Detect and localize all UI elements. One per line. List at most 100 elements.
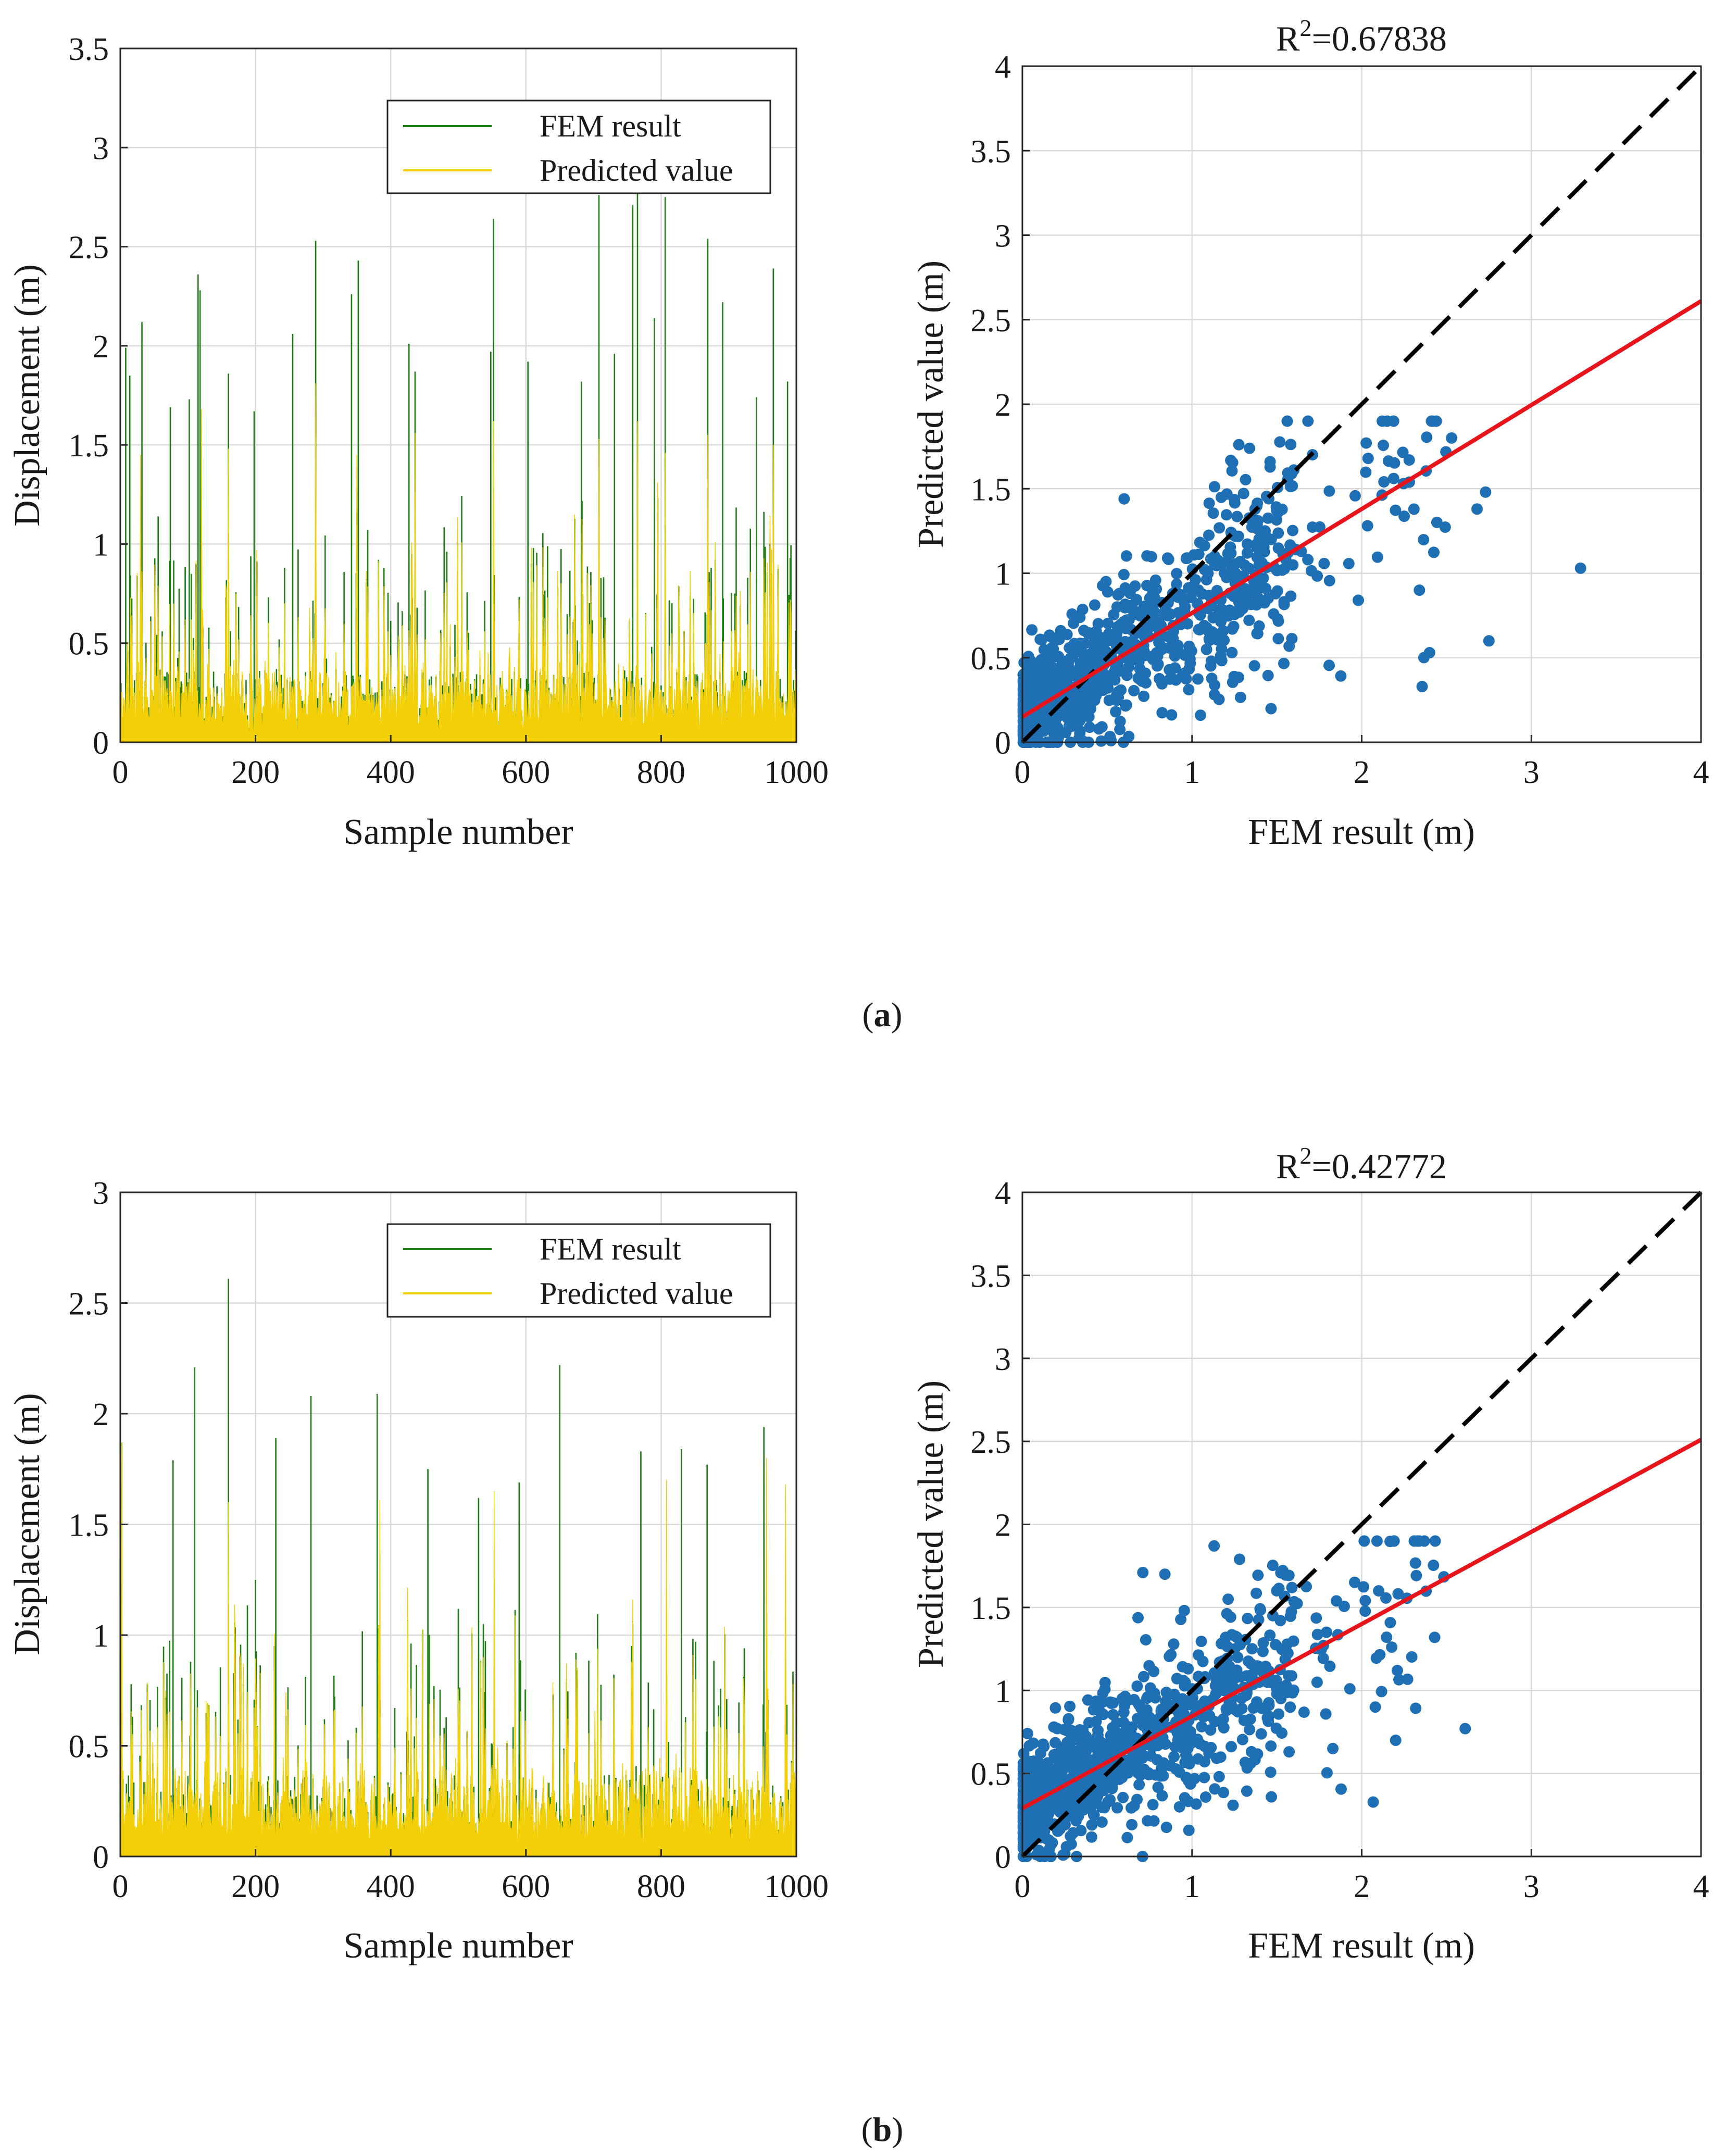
b_scatter-point: [1291, 1598, 1303, 1610]
b_scatter-point: [1232, 1651, 1244, 1663]
b_scatter-point: [1147, 1799, 1159, 1811]
b_scatter-point: [1286, 1687, 1298, 1699]
b_scatter-point: [1068, 1734, 1080, 1746]
b_scatter-point: [1105, 1698, 1117, 1709]
a_series-ytick-label: 0.5: [69, 627, 109, 662]
b_scatter-point: [1195, 1636, 1207, 1648]
a_scatter-point: [1209, 679, 1221, 691]
a-scatter-lines: [1021, 65, 1703, 744]
a_scatter-point: [1264, 456, 1276, 468]
a-series-xlabel: Sample number: [343, 812, 573, 852]
b_scatter-point: [1391, 1665, 1403, 1676]
b_scatter-point: [1148, 1815, 1160, 1827]
b_scatter-point: [1380, 1592, 1392, 1604]
b_scatter-point: [1018, 1775, 1030, 1787]
a_scatter-point: [1073, 700, 1085, 712]
b_scatter-point: [1133, 1779, 1145, 1791]
a_scatter-point: [1228, 608, 1240, 620]
b-series-yticks: 0 0.5 1 1.5 2 2.5 3: [69, 1176, 128, 1875]
a_scatter-point: [1387, 415, 1399, 427]
a_series-ytick-label: 1: [93, 527, 109, 563]
a_scatter-point: [1119, 598, 1131, 610]
a_scatter-point: [1102, 617, 1114, 629]
a_scatter-point: [1105, 669, 1117, 681]
b_scatter-point: [1236, 1734, 1248, 1746]
caption-a: (a): [862, 996, 903, 1034]
a_series-xtick-label: 0: [112, 755, 129, 790]
a_scatter-point: [1421, 431, 1433, 443]
a_scatter-point: [1229, 558, 1241, 570]
a_scatter-point: [1271, 585, 1283, 597]
a_scatter-point: [1120, 550, 1132, 562]
a_scatter-point: [1360, 437, 1372, 449]
b_scatter-point: [1159, 1568, 1171, 1580]
b_scatter-point: [1411, 1535, 1423, 1547]
caption-b-open: (: [861, 2111, 873, 2149]
a_scatter-point: [1259, 525, 1271, 537]
b_scatter-point: [1221, 1607, 1233, 1619]
b_scatter-point: [1335, 1783, 1347, 1795]
a_scatter-point: [1265, 703, 1277, 715]
a_scatter-point: [1154, 673, 1166, 684]
a_scatter-point: [1225, 547, 1237, 559]
a_scatter-point: [1077, 604, 1089, 615]
a_scatter-point: [1156, 707, 1168, 719]
b-series-xlabel: Sample number: [343, 1926, 573, 1966]
b_series-xtick-label: 1000: [764, 1869, 829, 1904]
b_scatter-point: [1062, 1714, 1074, 1726]
a_scatter-point: [1272, 542, 1284, 554]
b_scatter-point: [1092, 1790, 1104, 1802]
b_scatter-point: [1267, 1560, 1279, 1572]
a_scatter-point: [1182, 618, 1193, 630]
b_scatter-point: [1048, 1796, 1060, 1807]
b_scatter-ytick-label: 0: [995, 1840, 1011, 1875]
b_scatter-point: [1017, 1794, 1029, 1806]
b_scatter-point: [1049, 1737, 1061, 1749]
b_scatter-point: [1112, 1728, 1124, 1739]
b-scatter-title-exp: 2: [1300, 1142, 1312, 1169]
b_scatter-point: [1104, 1781, 1116, 1793]
b_scatter-xtick-label: 4: [1693, 1869, 1709, 1904]
b_scatter-point: [1096, 1696, 1108, 1708]
a_scatter-point: [1378, 439, 1389, 451]
b_scatter-point: [1320, 1626, 1332, 1638]
b_scatter-point: [1429, 1631, 1441, 1643]
a-scatter-points: [1017, 415, 1586, 748]
b_scatter-point: [1190, 1798, 1202, 1810]
b_series-ytick-label: 2.5: [69, 1287, 109, 1322]
b_scatter-point: [1160, 1687, 1172, 1698]
b_scatter-point: [1133, 1699, 1145, 1711]
a_scatter-point: [1040, 670, 1052, 682]
b_scatter-point: [1238, 1714, 1250, 1726]
a_scatter-point: [1323, 659, 1335, 671]
b_scatter-point: [1067, 1827, 1079, 1839]
b_scatter-point: [1092, 1725, 1104, 1736]
b_scatter-point: [1381, 1631, 1393, 1643]
b_scatter-point: [1321, 1767, 1333, 1779]
a_scatter-point: [1287, 525, 1298, 537]
a_scatter-point: [1362, 453, 1374, 464]
a-scatter-title-value: =0.67838: [1312, 19, 1447, 58]
a_scatter-point: [1133, 656, 1145, 668]
b_scatter-point: [1121, 1721, 1133, 1733]
a_scatter-point: [1281, 415, 1293, 427]
b_scatter-point: [1017, 1834, 1029, 1846]
b_scatter-point: [1298, 1706, 1310, 1718]
a_series-ytick-label: 2.5: [69, 230, 109, 266]
a_scatter-point: [1183, 684, 1195, 695]
a_scatter-point: [1171, 568, 1183, 580]
b_scatter-point: [1369, 1701, 1381, 1713]
b_series-ytick-label: 0.5: [69, 1729, 109, 1765]
b_scatter-point: [1177, 1661, 1189, 1673]
a_scatter-point: [1123, 730, 1135, 742]
a_scatter-point: [1251, 628, 1263, 640]
a_scatter-point: [1183, 582, 1195, 594]
a-series-ylabel: Displacement (m): [7, 264, 47, 526]
b_scatter-point: [1215, 1751, 1227, 1763]
b_scatter-point: [1310, 1612, 1322, 1624]
a_scatter-point: [1208, 481, 1220, 493]
a_scatter-ytick-label: 0: [995, 726, 1011, 761]
b_scatter-point: [1198, 1772, 1210, 1784]
a_scatter-point: [1285, 590, 1297, 602]
a_scatter-point: [1228, 620, 1240, 632]
